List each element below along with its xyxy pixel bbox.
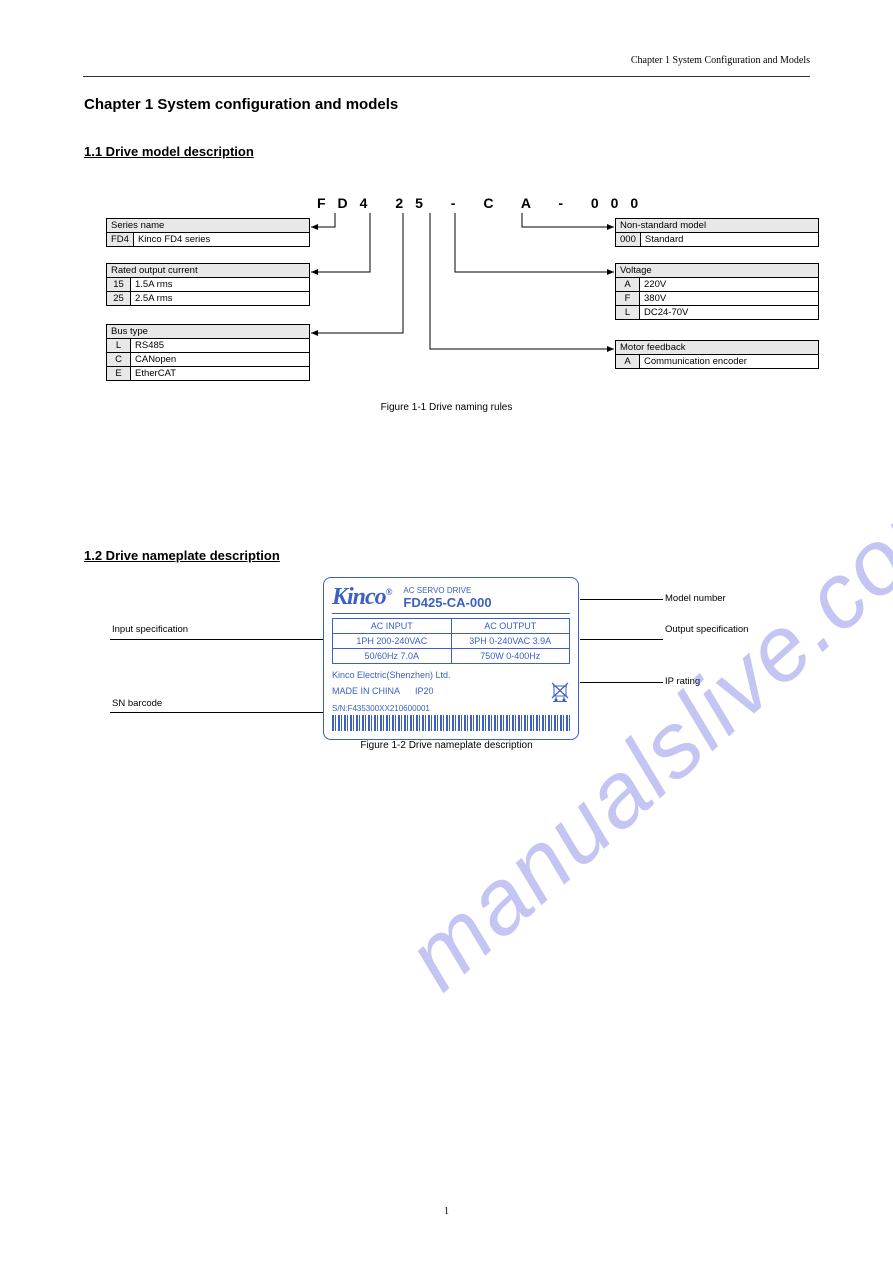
nameplate-company: Kinco Electric(Shenzhen) Ltd. — [332, 670, 570, 680]
table-bus-type: Bus type LRS485 CCANopen EEtherCAT — [106, 324, 310, 381]
table-row: 151.5A rms — [107, 278, 310, 292]
connector-lines — [0, 0, 893, 500]
callout-model-number: Model number — [665, 593, 726, 604]
figure-1-1-caption: Figure 1-1 Drive naming rules — [0, 402, 893, 413]
nameplate-subtitle: AC SERVO DRIVE — [403, 586, 570, 595]
header-chapter-label: Chapter 1 System Configuration and Model… — [631, 55, 810, 66]
callout-line — [580, 599, 663, 600]
table-header: Series name — [107, 219, 310, 233]
table-voltage: Voltage A220V F380V LDC24-70V — [615, 263, 819, 320]
kinco-logo: Kinco® — [332, 584, 395, 611]
chapter-title: Chapter 1 System configuration and model… — [84, 96, 398, 113]
table-row: 252.5A rms — [107, 292, 310, 306]
table-header: Non-standard model — [616, 219, 819, 233]
nameplate-top-row: Kinco® AC SERVO DRIVE FD425-CA-000 — [332, 584, 570, 614]
table-header: Voltage — [616, 264, 819, 278]
model-code: FD4 25 - C A - 000 — [317, 195, 650, 211]
table-header: Motor feedback — [616, 341, 819, 355]
page: Chapter 1 System Configuration and Model… — [0, 0, 893, 1263]
table-row: F380V — [616, 292, 819, 306]
table-row: 000Standard — [616, 233, 819, 247]
table-row: CCANopen — [107, 353, 310, 367]
callout-line — [110, 639, 323, 640]
table-row: EEtherCAT — [107, 367, 310, 381]
callout-ip-rating: IP rating — [665, 676, 700, 687]
table-row: LRS485 — [107, 339, 310, 353]
callout-sn-barcode: SN barcode — [112, 698, 162, 709]
callout-line — [110, 712, 323, 713]
nameplate-barcode — [332, 715, 570, 731]
table-header: Rated output current — [107, 264, 310, 278]
footer-page-number: 1 — [0, 1206, 893, 1217]
nameplate-made-row: MADE IN CHINA IP20 — [332, 680, 570, 702]
nameplate-model: FD425-CA-000 — [403, 595, 570, 610]
table-header: Bus type — [107, 325, 310, 339]
table-rated-current: Rated output current 151.5A rms 252.5A r… — [106, 263, 310, 306]
nameplate: Kinco® AC SERVO DRIVE FD425-CA-000 AC IN… — [323, 577, 579, 740]
table-nonstandard: Non-standard model 000Standard — [615, 218, 819, 247]
figure-1-2-caption: Figure 1-2 Drive nameplate description — [0, 740, 893, 751]
nameplate-title-block: AC SERVO DRIVE FD425-CA-000 — [395, 586, 570, 610]
callout-line — [580, 639, 663, 640]
table-row: A220V — [616, 278, 819, 292]
callout-line — [580, 682, 663, 683]
weee-icon — [550, 680, 570, 702]
nameplate-sn: S/N:F435300XX210600001 — [332, 704, 570, 713]
table-row: ACommunication encoder — [616, 355, 819, 369]
section-1-1-title: 1.1 Drive model description — [84, 144, 254, 159]
header-rule — [83, 76, 810, 77]
section-1-2-title: 1.2 Drive nameplate description — [84, 548, 280, 563]
table-motor-feedback: Motor feedback ACommunication encoder — [615, 340, 819, 369]
callout-output-spec: Output specification — [665, 624, 748, 635]
table-row: LDC24-70V — [616, 306, 819, 320]
table-series-name: Series name FD4Kinco FD4 series — [106, 218, 310, 247]
table-row: FD4Kinco FD4 series — [107, 233, 310, 247]
callout-input-spec: Input specification — [112, 624, 188, 635]
nameplate-io-table: AC INPUTAC OUTPUT 1PH 200-240VAC3PH 0-24… — [332, 618, 570, 664]
